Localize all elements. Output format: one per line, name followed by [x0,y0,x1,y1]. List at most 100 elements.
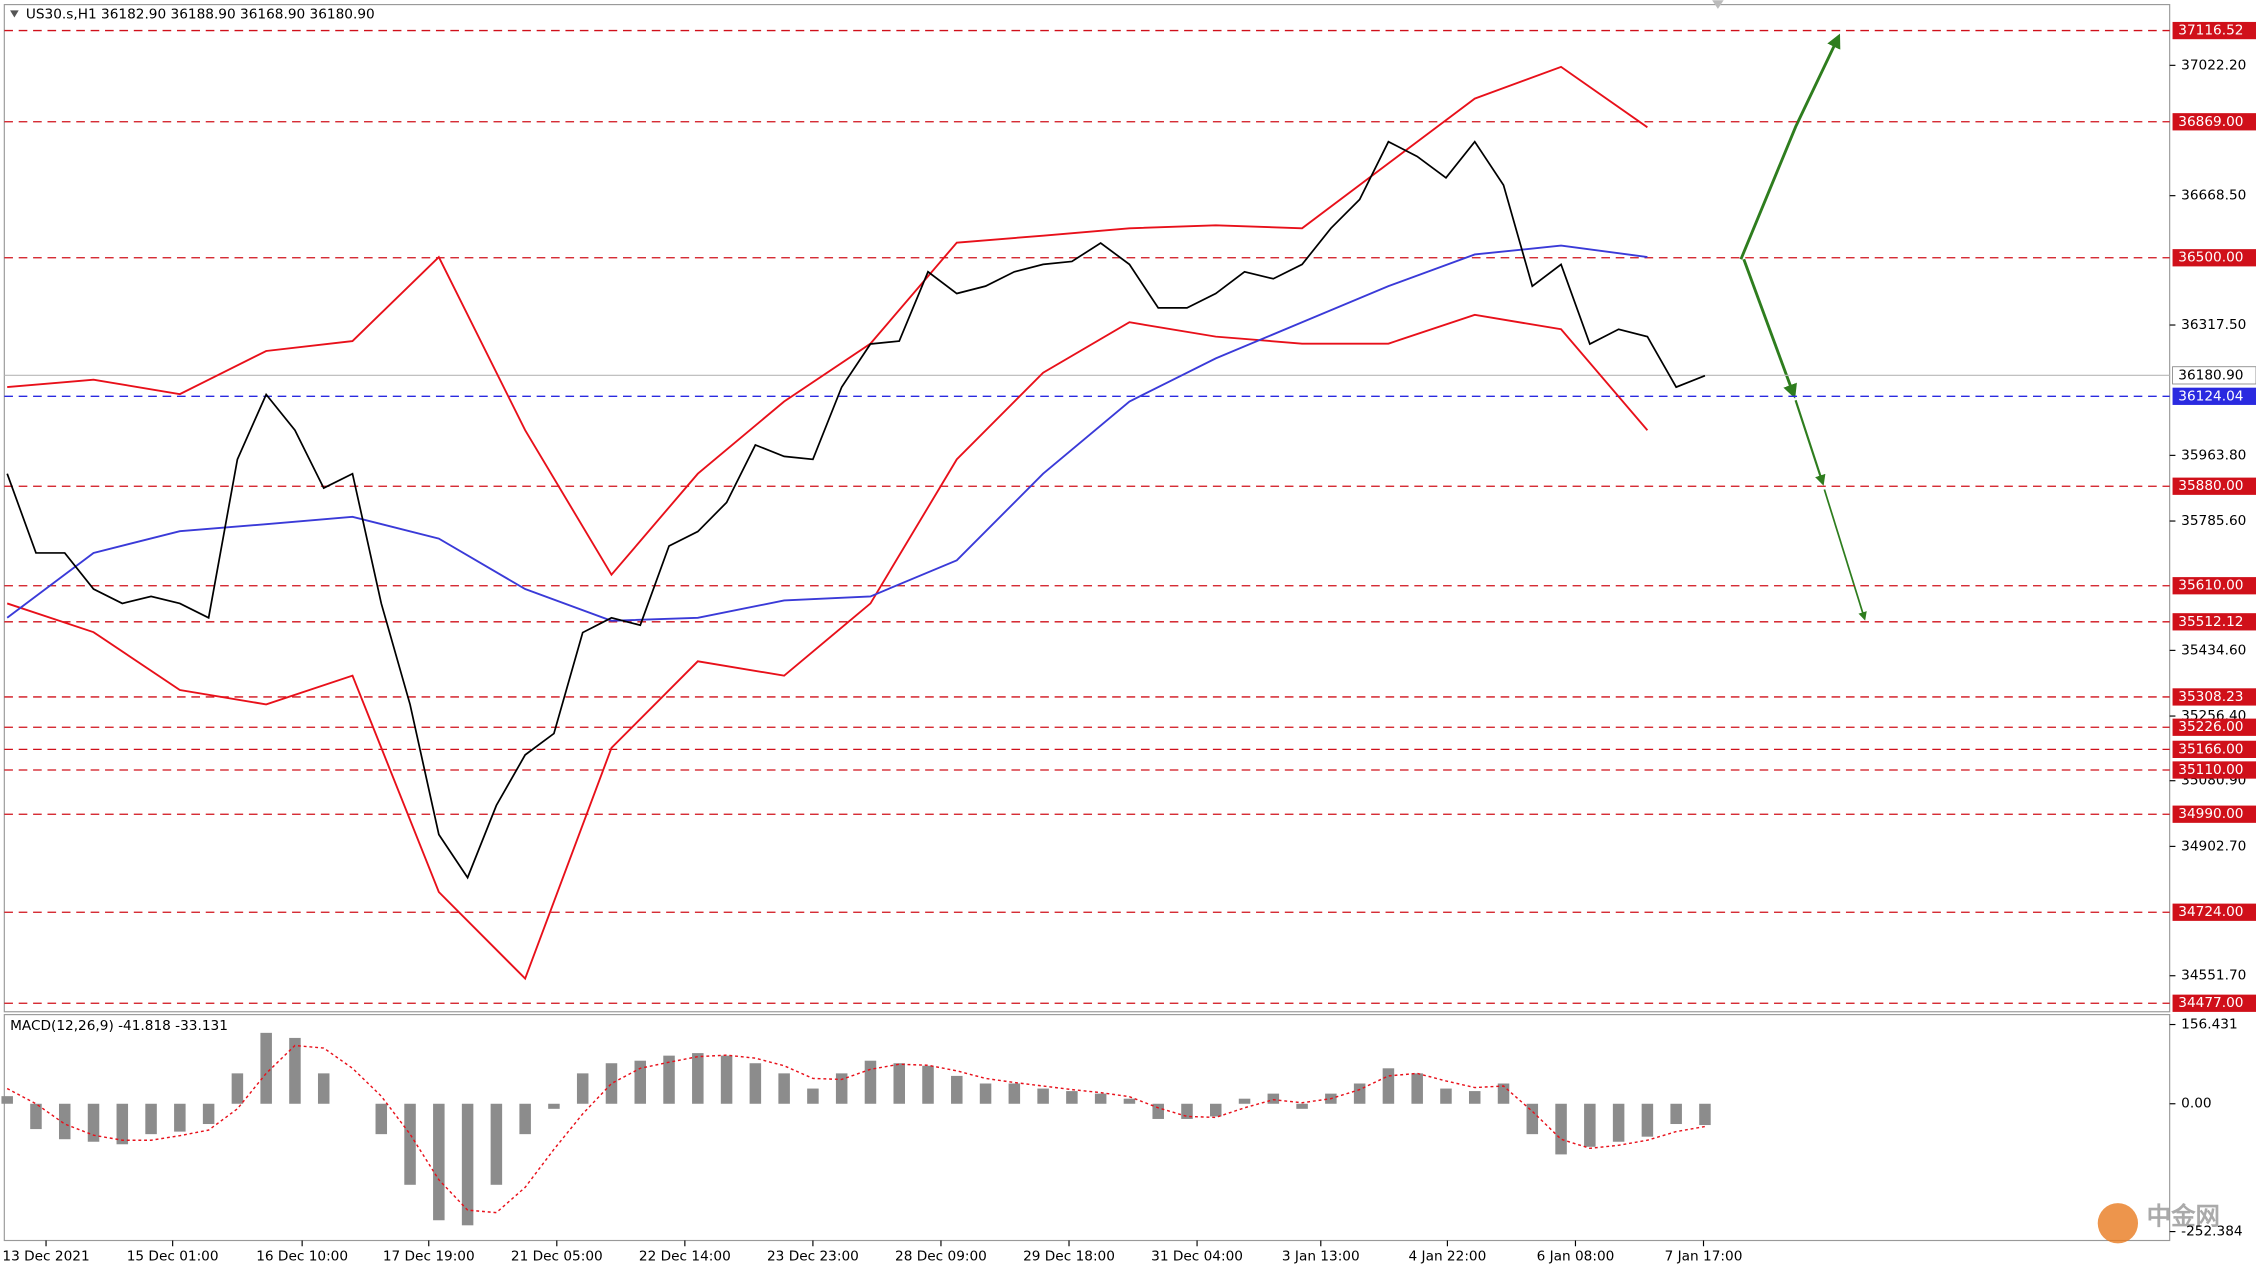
level-label: 35308.23 [2178,689,2243,705]
level-label-box [2172,113,2256,131]
down-arrow [1794,399,1826,486]
watermark: 中金网 [2147,1201,2220,1230]
macd-bar [1123,1098,1136,1104]
x-tick-label: 22 Dec 14:00 [639,1248,731,1264]
macd-bar [289,1037,301,1104]
level-label: 35166.00 [2178,741,2243,757]
macd-bar [30,1103,42,1130]
y-tick-label: 36668.50 [2181,188,2246,204]
level-label-box [2172,613,2256,631]
x-tick-label: 29 Dec 18:00 [1023,1248,1115,1264]
x-tick-label: 15 Dec 01:00 [127,1248,219,1264]
x-tick-label: 4 Jan 22:00 [1409,1248,1487,1264]
price-panel [3,4,2171,1013]
macd-bar [1267,1093,1280,1104]
macd-bar [951,1075,963,1104]
level-label-box [2172,477,2256,495]
macd-bar [375,1103,388,1135]
level-label-box [2172,994,2256,1012]
macd-bar [116,1103,129,1145]
macd-bar [231,1073,244,1104]
scroll-marker [1712,0,1724,9]
macd-bar [1670,1103,1682,1125]
macd-bar [548,1103,560,1109]
y-tick-label: 35785.60 [2181,513,2246,529]
symbol-header: US30.s,H1 36182.90 36188.90 36168.90 361… [26,7,375,23]
level-label-box [2172,740,2256,758]
macd-bar [1008,1083,1021,1104]
macd-bar [1238,1098,1251,1104]
signal-line [6,1044,1706,1214]
x-tick-label: 13 Dec 2021 [2,1248,89,1264]
level-label-box [2172,805,2256,823]
macd-bar [922,1065,934,1104]
level-label-box [2172,21,2256,40]
down-arrow [1823,489,1867,621]
macd-bar [1699,1103,1711,1126]
macd-bar [1181,1103,1193,1119]
level-label-box [2172,761,2256,779]
macd-bar [1037,1088,1049,1104]
macd-bar [1382,1068,1395,1104]
macd-bar [807,1088,819,1104]
macd-bar [835,1073,848,1104]
macd-bar [634,1060,647,1104]
last-price-label: 36180.90 [2178,367,2243,383]
x-tick-label: 7 Jan 17:00 [1665,1248,1743,1264]
level-label-box [2172,688,2256,706]
level-label: 36869.00 [2178,114,2243,130]
level-label: 36124.04 [2178,388,2243,404]
macd-bar [433,1103,445,1221]
macd-bar [145,1103,157,1135]
level-label: 34477.00 [2178,995,2243,1011]
level-label-box [2172,577,2256,595]
y-tick-label: 0.00 [2181,1096,2211,1112]
level-label: 35110.00 [2178,762,2243,778]
macd-bar [1094,1093,1107,1104]
level-label: 35880.00 [2178,478,2243,494]
level-label: 35610.00 [2178,578,2243,594]
macd-bar [202,1103,215,1125]
macd-bar [490,1103,503,1185]
macd-bar [1468,1091,1481,1104]
x-tick-label: 31 Dec 04:00 [1151,1248,1243,1264]
level-label-box [2172,387,2256,405]
macd-bar [1,1096,13,1104]
x-tick-label: 17 Dec 19:00 [383,1248,475,1264]
level-label: 35226.00 [2178,719,2243,735]
macd-bar [1641,1103,1654,1137]
macd-bar [1526,1103,1539,1135]
y-tick-label: 36317.50 [2181,317,2246,333]
macd-bar [663,1055,675,1104]
forecast-arrows [1739,33,1867,621]
y-tick-label: 156.431 [2181,1017,2237,1033]
level-label-box [2172,718,2256,736]
macd-bar [605,1063,618,1104]
macd-bar [1497,1083,1510,1104]
level-label: 34724.00 [2178,904,2243,920]
header-icon [10,10,19,18]
macd-bar [720,1055,733,1104]
x-tick-label: 23 Dec 23:00 [767,1248,859,1264]
macd-bar [979,1083,992,1104]
x-tick-label: 16 Dec 10:00 [256,1248,348,1264]
macd-bar [1296,1103,1308,1109]
macd-panel [3,1014,2171,1242]
x-tick-label: 21 Dec 05:00 [511,1248,603,1264]
macd-bar [519,1103,531,1135]
macd-bar [87,1103,100,1142]
indicator-line [7,65,1648,577]
macd-bar [576,1073,589,1104]
level-label: 34990.00 [2178,806,2243,822]
y-tick-label: 37022.20 [2181,57,2246,73]
macd-bar [1353,1083,1366,1104]
macd-bar [1066,1091,1078,1104]
y-tick-label: -252.384 [2181,1224,2242,1240]
macd-bar [1555,1103,1567,1155]
macd-bar [1152,1103,1164,1119]
macd-bar [174,1103,186,1132]
macd-bar [404,1103,416,1185]
level-label-box [2172,903,2256,921]
macd-bar [461,1103,474,1226]
